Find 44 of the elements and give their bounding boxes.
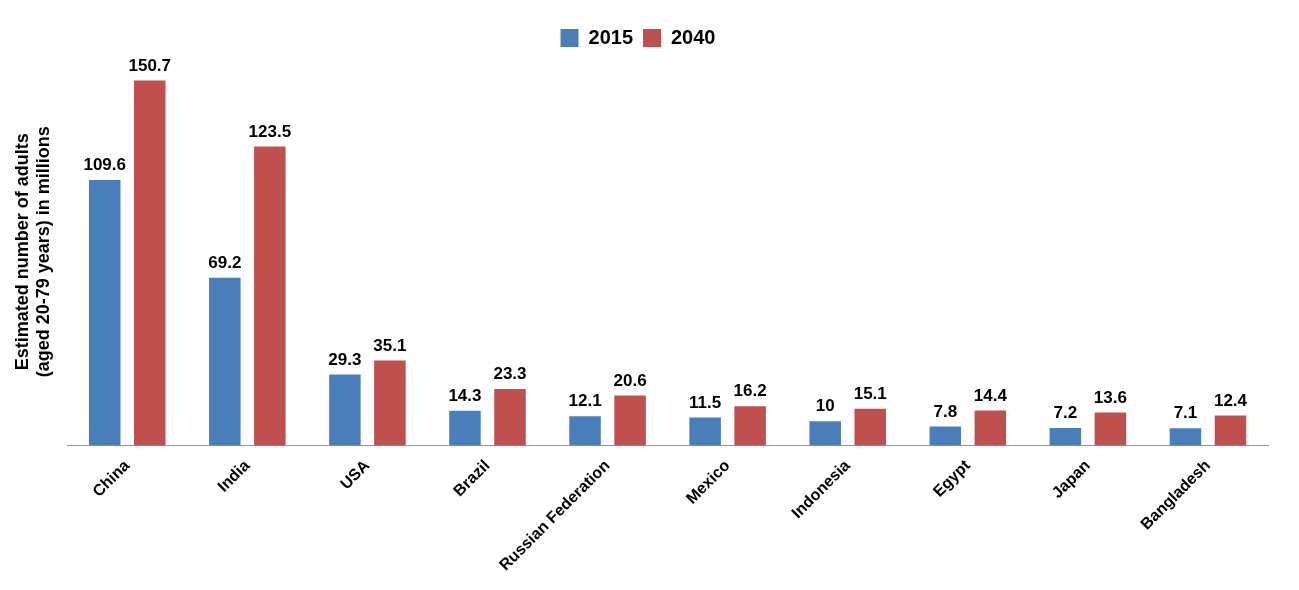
bar [1094,412,1127,446]
data-label: 7.8 [933,401,958,421]
data-label: 13.6 [1093,387,1127,407]
bar [1214,415,1247,446]
legend-label: 2040 [671,25,716,48]
bar [449,410,481,446]
data-label: 29.3 [328,349,362,369]
bar [734,406,766,446]
bar [974,410,1007,446]
data-label: 69.2 [208,253,242,273]
x-tick-label: USA [336,456,373,493]
bar [209,277,241,446]
data-label: 10 [815,396,835,416]
bar [134,80,166,446]
data-label: 7.2 [1053,403,1078,423]
data-label: 11.5 [689,392,722,412]
bar [929,426,962,446]
bar [854,408,886,446]
data-label: 7.1 [1173,403,1198,423]
data-label: 123.5 [248,121,292,141]
bar [88,180,121,446]
bar [254,146,286,446]
bar [494,389,526,446]
data-label: 23.3 [493,364,527,384]
bar [689,417,721,446]
data-label: 109.6 [83,155,126,175]
data-label: 14.3 [448,386,482,405]
bar [329,374,361,446]
bar [569,416,601,446]
legend-label: 2015 [588,25,634,48]
data-label: 14.4 [973,385,1008,405]
data-label: 15.1 [853,384,887,404]
bar [1049,428,1082,446]
data-label: 20.6 [613,370,647,390]
y-axis-title: Estimated number of adults (aged 20-79 years) in millions [11,126,54,378]
bar [614,395,646,446]
bar [374,360,406,446]
data-label: 12.1 [568,391,602,411]
data-label: 12.4 [1213,390,1248,410]
data-label: 16.2 [733,381,767,401]
bar [1169,428,1202,446]
data-label: 150.7 [128,55,172,75]
bar [809,421,841,446]
data-label: 35.1 [373,335,407,355]
